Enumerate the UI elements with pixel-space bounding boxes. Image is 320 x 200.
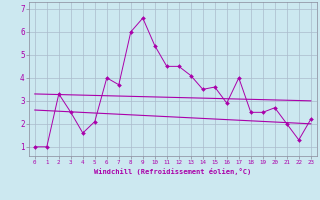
X-axis label: Windchill (Refroidissement éolien,°C): Windchill (Refroidissement éolien,°C) (94, 168, 252, 175)
